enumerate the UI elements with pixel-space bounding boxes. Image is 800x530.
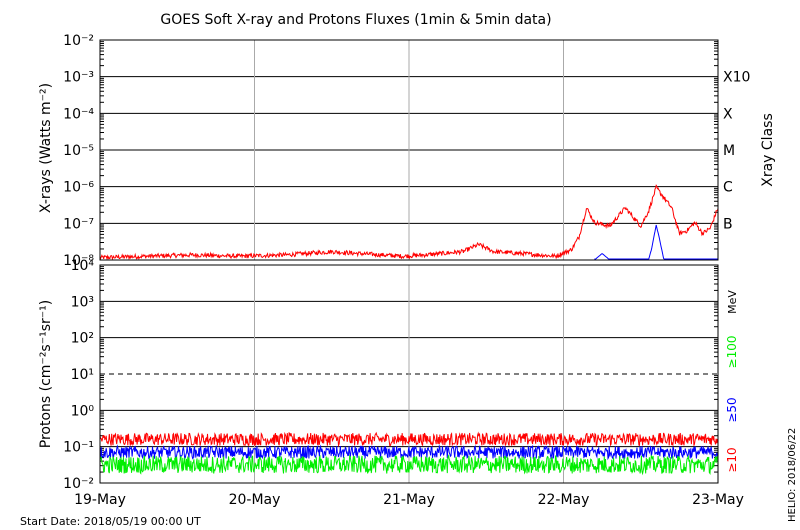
ytick-label: 10² [71,331,94,347]
red-series-line [99,184,719,261]
ytick-label: 10³ [71,294,94,310]
ytick-label: 10¹ [71,367,94,383]
xray-class-label: C [723,180,733,196]
xtick-label: 22-May [538,492,590,508]
xray-class-label: X10 [723,70,750,86]
ytick-label: 10⁴ [71,258,95,274]
xray-class-label: X [723,106,733,122]
ytick-label: 10⁻⁶ [63,180,94,196]
xray-class-label: B [723,216,733,232]
xray-ytick-labels: 10⁻⁸ 10⁻⁷ 10⁻⁶ 10⁻⁵ 10⁻⁴ 10⁻³ 10⁻² [63,33,94,269]
proton-series [99,431,719,476]
xray-class-labels: B C M X X10 [723,70,750,233]
x-tick-labels: 19-May 20-May 21-May 22-May 23-May [74,492,744,508]
ytick-label: 10⁻⁵ [63,143,94,159]
xtick-label: 23-May [692,492,744,508]
legend-units: MeV [726,290,739,314]
red-series-line [99,431,719,448]
ytick-label: 10⁻⁸ [63,253,94,269]
xray-ylabel: X-rays (Watts m⁻²) [38,83,54,213]
chart-title: GOES Soft X-ray and Protons Fluxes (1min… [160,12,551,28]
helio-stamp: HELIO: 2018/06/22 [787,428,798,522]
legend-entry-green: ≥100 [725,336,739,369]
ytick-label: 10⁻¹ [63,440,94,456]
ytick-label: 10⁻² [63,33,94,49]
proton-panel: 10⁻² 10⁻¹ 10⁰ 10¹ 10² 10³ 10⁴ Protons (cm⁻²s⁻¹… [38,258,739,492]
ytick-label: 10⁻³ [63,70,94,86]
xray-panel: 10⁻⁸ 10⁻⁷ 10⁻⁶ 10⁻⁵ 10⁻⁴ 10⁻³ 10⁻² B C M X X10 X-r… [38,33,776,269]
xray-series [99,184,719,261]
ytick-label: 10⁰ [71,403,95,419]
xray-gridlines [100,40,718,260]
ytick-label: 10⁻⁴ [63,106,94,122]
proton-ylabel: Protons (cm⁻²s⁻¹sr⁻¹) [38,300,54,449]
blue-series-line [594,224,718,260]
proton-frame [99,264,719,484]
xtick-label: 21-May [383,492,435,508]
proton-ytick-labels: 10⁻² 10⁻¹ 10⁰ 10¹ 10² 10³ 10⁴ [63,258,94,492]
legend-entry-blue: ≥50 [725,397,739,422]
legend-entry-red: ≥10 [725,447,739,472]
xtick-label: 20-May [229,492,281,508]
green-series-line [99,454,719,476]
xray-class-label: M [723,143,735,159]
xray-frame [99,39,719,261]
xtick-label: 19-May [74,492,126,508]
ytick-label: 10⁻² [63,476,94,492]
start-date-label: Start Date: 2018/05/19 00:00 UT [20,515,201,528]
proton-legend: MeV ≥10 ≥50 ≥100 [725,290,739,473]
xray-class-axis-label: Xray Class [760,113,776,187]
blue-series-line [99,444,719,461]
ytick-label: 10⁻⁷ [63,216,94,232]
